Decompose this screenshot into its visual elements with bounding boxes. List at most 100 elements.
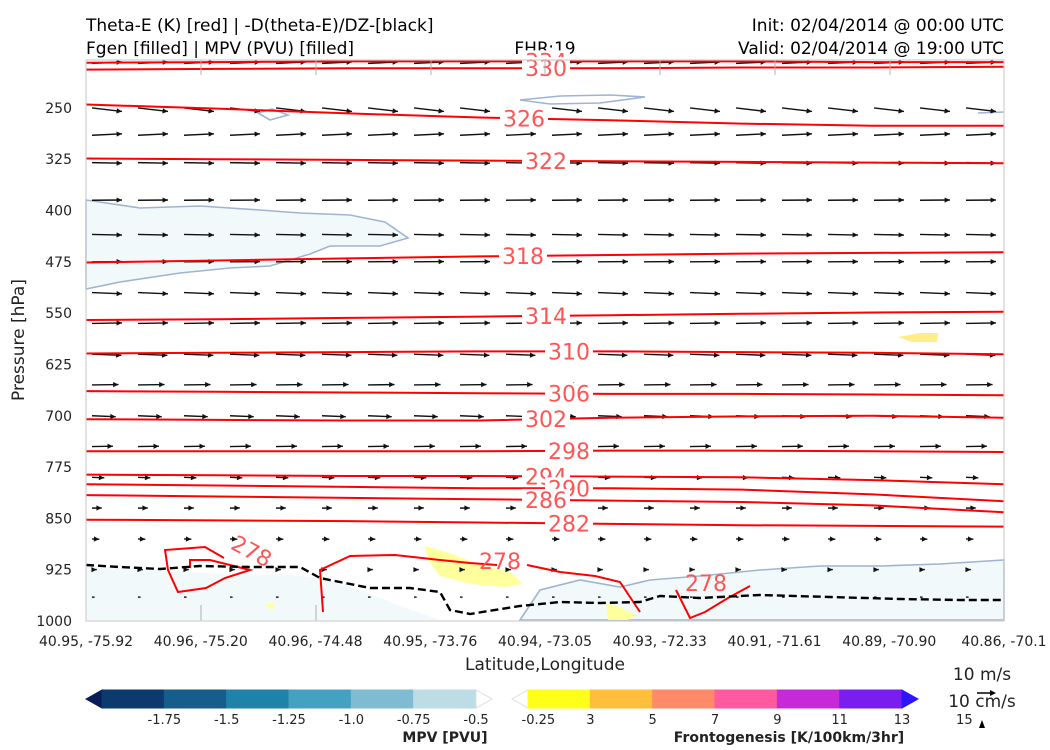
wind-vector-head xyxy=(208,320,214,326)
wind-vector-head xyxy=(231,536,238,542)
colorbar-segment xyxy=(652,689,716,709)
colorbar-mpv: -1.75 -1.5 -1.25 -1.0 -0.75 -0.5 -0.25 xyxy=(84,689,555,728)
fgen-patch-1 xyxy=(425,546,523,587)
wind-vector-head xyxy=(760,232,766,238)
wind-vector-head xyxy=(346,108,352,114)
contour-label-330: 330 xyxy=(525,57,567,82)
wind-vector-head xyxy=(199,443,205,449)
contour-label-278-c: 278 xyxy=(685,572,727,597)
wind-vector-head xyxy=(786,505,792,511)
wind-vector-head xyxy=(392,131,398,137)
y-axis-ticks: 250 325 400 475 550 625 700 775 850 925 1000 xyxy=(36,101,72,630)
wind-vector-head xyxy=(437,352,444,358)
wind-vector-head xyxy=(254,160,260,166)
wind-vector-head xyxy=(459,567,465,573)
wind-vector-head xyxy=(851,352,858,358)
wind-vector-head xyxy=(251,382,257,388)
stability-zero-line xyxy=(85,563,1004,616)
wind-vector-head xyxy=(438,259,444,265)
wind-vector-head xyxy=(340,413,346,420)
y-axis-label: Pressure [hPa] xyxy=(9,279,29,401)
contour-label-bg xyxy=(545,512,593,535)
wind-vector-head xyxy=(116,197,122,203)
wind-vector-head xyxy=(530,232,536,238)
plot-frame xyxy=(85,59,1005,622)
wind-vector-head xyxy=(110,413,116,420)
wind-vector-head xyxy=(438,232,444,238)
wind-vector-head xyxy=(553,536,560,542)
colorbar-segment xyxy=(776,689,841,709)
fgen-patch-3 xyxy=(898,333,938,342)
wind-vector-head xyxy=(116,131,122,137)
mpv-contour-top xyxy=(519,94,646,105)
wind-vector-head xyxy=(645,536,652,542)
colorbar-tick-label: -1.25 xyxy=(272,713,306,728)
x-tick-label: 40.95, -75.92 xyxy=(39,634,133,650)
theta-e-contour-278-left xyxy=(163,545,254,594)
wind-vector-head xyxy=(760,131,766,137)
y-tick-label: 1000 xyxy=(36,614,72,630)
wind-vector-head xyxy=(576,290,582,297)
wind-vector-head xyxy=(530,197,536,203)
wind-vector-head xyxy=(208,160,214,166)
y-tick-label: 850 xyxy=(45,511,72,527)
wind-vector-head xyxy=(389,382,395,388)
x-tick-label: 40.86, -70.1 xyxy=(961,634,1046,650)
wind-vector-head xyxy=(413,567,419,573)
wind-vector-head xyxy=(760,320,766,326)
wind-vector-head xyxy=(484,259,490,265)
y-tick-label: 925 xyxy=(45,563,72,579)
wind-vector-head xyxy=(162,160,168,166)
colorbar-segment xyxy=(475,689,494,709)
wind-ref-vertical: 10 cm/s xyxy=(948,692,1016,712)
plot-area: 3343303263223183143103063022982942902862… xyxy=(85,50,1005,622)
wind-vector-head xyxy=(326,505,332,511)
wind-vector-head xyxy=(438,108,444,114)
y-tick-label: 700 xyxy=(45,409,72,425)
title-valid: Valid: 02/04/2014 @ 19:00 UTC xyxy=(738,39,1004,59)
wind-vector-head xyxy=(622,197,628,203)
wind-vector-head xyxy=(208,232,214,238)
wind-vector-head xyxy=(337,443,343,449)
wind-vector-head xyxy=(806,197,812,203)
wind-vector-head xyxy=(981,443,987,449)
wind-vector-head xyxy=(93,536,100,542)
wind-vector-head xyxy=(346,290,352,297)
colorbar-segment xyxy=(510,689,529,709)
wind-vector-head xyxy=(527,382,533,388)
wind-vector-head xyxy=(691,536,698,542)
wind-vector-head xyxy=(139,536,146,542)
wind-vector-head xyxy=(970,505,976,511)
wind-vector-head xyxy=(510,505,516,511)
wind-vector-head xyxy=(156,413,162,420)
wind-vector-head xyxy=(852,259,858,265)
wind-vector-head xyxy=(343,382,349,388)
colorbar-tick-label: 13 xyxy=(894,713,911,728)
wind-vector-head xyxy=(668,290,674,297)
colorbar-segment xyxy=(527,689,591,709)
wind-vector-head xyxy=(300,197,306,203)
wind-vector-head xyxy=(188,505,194,511)
top-ticks xyxy=(200,60,891,621)
y-tick-label: 475 xyxy=(45,255,72,271)
wind-vector-head xyxy=(668,259,674,265)
wind-vector-head xyxy=(880,474,887,481)
wind-vector-head xyxy=(898,131,904,137)
wind-vector-head xyxy=(346,160,352,166)
wind-vector-head xyxy=(505,567,511,573)
wind-vector-head xyxy=(852,131,858,137)
contour-label-bg xyxy=(522,408,570,431)
colorbar-segment xyxy=(589,689,654,709)
wind-vector-head xyxy=(162,290,168,297)
wind-vector-head xyxy=(714,232,720,238)
wind-vector-head xyxy=(392,108,398,114)
wind-vector-head xyxy=(392,232,398,238)
wind-vector-head xyxy=(300,259,306,265)
wind-vector-head xyxy=(107,443,113,449)
wind-vector-head xyxy=(898,290,904,297)
wind-vector-head xyxy=(254,320,260,326)
wind-vector-head xyxy=(622,232,628,238)
wind-vector-head xyxy=(392,197,398,203)
wind-vector-head xyxy=(576,108,582,114)
wind-vector-head xyxy=(740,505,746,511)
